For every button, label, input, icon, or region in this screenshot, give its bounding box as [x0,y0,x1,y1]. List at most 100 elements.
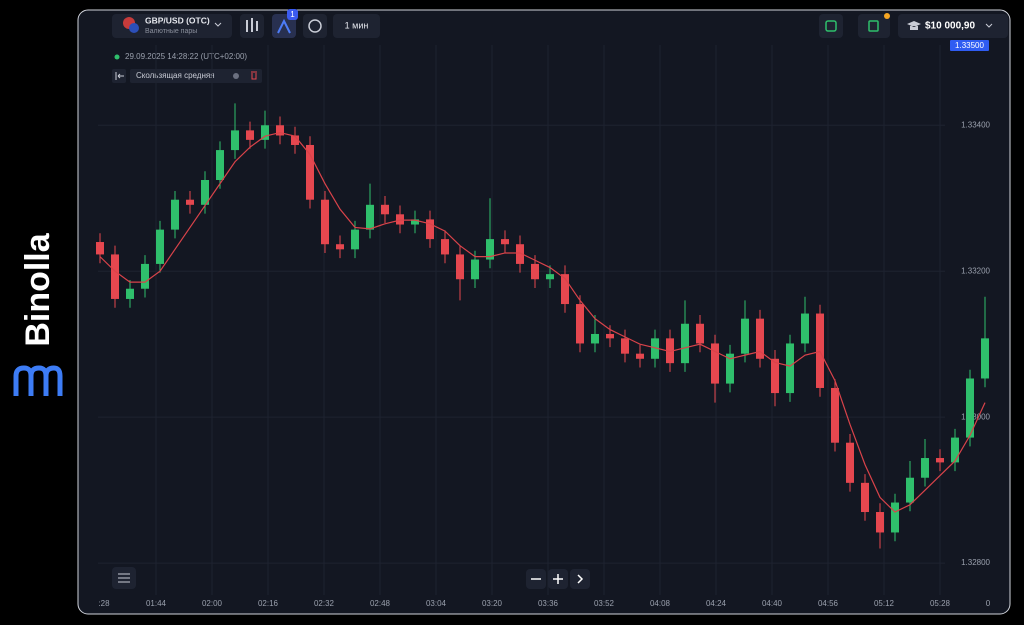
candle-body [786,343,794,394]
candle-body [951,437,959,463]
logo-text: Binolla [19,232,57,346]
candle-body [486,239,494,260]
candle-body [831,387,839,443]
candle-body [501,239,509,245]
candle-body [516,244,524,264]
x-tick-label: 02:16 [258,599,279,608]
x-tick-label: 01:44 [146,599,167,608]
candle-body [441,239,449,255]
candle-body [621,338,629,354]
candle-body [756,318,764,359]
balance-button[interactable] [898,14,1008,38]
candle-body [261,125,269,140]
plot: :28 01:44 02:00 02:16 02:32 02:48 03:04 03:20 03… [96,45,991,608]
x-tick-label: 02:48 [370,599,391,608]
icon [308,19,322,33]
flag [129,23,139,33]
candle-body [561,274,569,305]
candle-body [216,150,224,180]
price-tag-text: 1.33500 [955,41,984,50]
x-tick-label: 04:56 [818,599,839,608]
candle-body [111,254,119,299]
asset-group: Валютные пары [145,28,197,35]
candle-body [276,125,284,136]
candle-body [306,144,314,200]
icon [115,72,124,80]
timeframe-button[interactable] [333,14,380,38]
x-tick-label: 03:52 [594,599,615,608]
visibility-icon[interactable] [233,73,239,79]
asset-selector[interactable] [112,14,232,38]
candle-body [426,219,434,240]
candle-body [876,512,884,533]
candle-body [696,323,704,344]
toolbar: GBP/USD (OTC) Валютные пары 1 1 мин $10 … [112,9,1008,38]
candle-body [156,229,164,264]
candle-body [396,214,404,225]
y-tick-label: 1.33200 [961,266,990,275]
candle-body [636,353,644,359]
x-tick-label: 02:00 [202,599,223,608]
x-tick-label: 04:40 [762,599,783,608]
y-tick-label: 1.33400 [961,120,990,129]
y-tick-label: 1.32800 [961,558,990,567]
candle-body [321,199,329,245]
gift-button[interactable] [858,14,890,38]
x-tick-label: :28 [98,599,110,608]
candle-body [801,313,809,344]
x-tick-label: 02:32 [314,599,335,608]
candle-body [936,458,944,463]
logo-icon [13,365,63,396]
candle-body [231,130,239,151]
panel [77,9,1011,615]
timeframe: 1 мин [345,20,369,30]
timestamp: 29.09.2025 14:28:22 (UTC+02:00) [125,52,247,61]
candle-body [141,263,149,289]
candle-body [861,482,869,513]
scroll-button[interactable] [570,569,590,589]
candle-body [651,338,659,359]
badge-text: 1 [290,10,295,19]
candle-body [576,304,584,344]
price-tag [950,40,989,51]
candle-body [771,358,779,394]
candle-body [351,229,359,250]
icon [246,18,258,32]
candle-body [726,353,734,384]
candle-body [171,199,179,230]
candle-body [591,333,599,344]
deposit-button[interactable] [819,14,843,38]
x-tick-label: 03:36 [538,599,559,608]
x-tick-label: 04:24 [706,599,727,608]
indicator-name: Скользящая средняя [136,71,215,80]
indicator-pill[interactable] [130,69,262,83]
balance: $10 000,90 [925,21,975,32]
candle-body [186,199,194,205]
chevron [985,23,993,28]
candle-body [906,477,914,503]
candle-body [366,204,374,230]
candle-body [921,458,929,478]
icon [118,573,130,583]
icon [868,20,879,32]
alerts-button[interactable] [303,14,327,38]
candle-body [336,244,344,250]
x-tick-label: 04:08 [650,599,671,608]
candle-body [96,242,104,255]
candle-body [666,338,674,364]
candle-body [471,259,479,280]
candle-body [546,274,554,280]
candle-body [531,263,539,280]
candle-body [126,288,134,299]
icon [907,21,921,30]
asset-name: GBP/USD (OTC) [145,15,210,25]
candle-body [741,318,749,354]
candle-body [891,502,899,533]
icon [577,574,584,584]
chevron [214,22,222,27]
candle-body [711,343,719,384]
delete-icon[interactable] [251,71,257,80]
x-tick-label: 03:04 [426,599,447,608]
